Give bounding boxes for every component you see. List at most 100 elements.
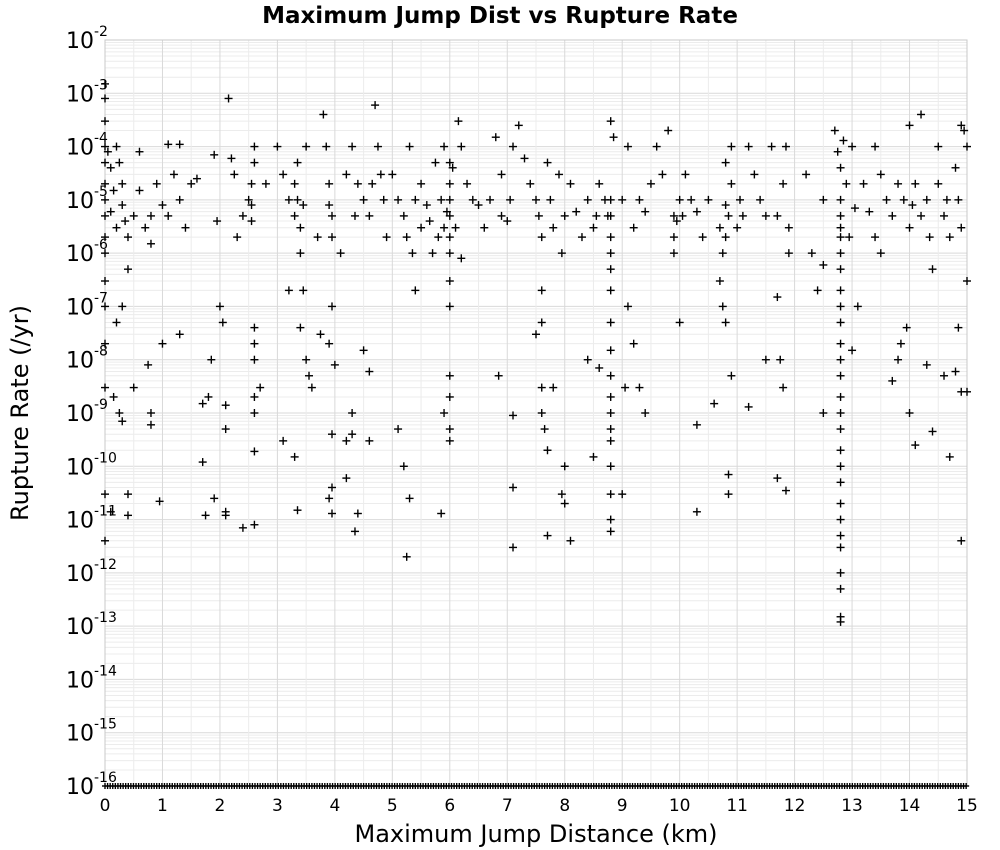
data-point [922, 195, 931, 204]
x-tick-label: 7 [502, 796, 513, 816]
data-point [227, 154, 236, 163]
data-point [210, 150, 219, 159]
data-point [896, 339, 905, 348]
data-point [250, 339, 259, 348]
data-point [221, 507, 230, 516]
data-point [221, 401, 230, 410]
data-point [293, 158, 302, 167]
data-point [152, 179, 161, 188]
y-tick-label: 10-6 [66, 237, 108, 267]
data-point [618, 195, 627, 204]
y-tick-label: 10-7 [66, 290, 108, 320]
data-point [911, 179, 920, 188]
data-point [767, 142, 776, 151]
data-point [371, 101, 380, 110]
data-point [963, 277, 971, 286]
data-point [934, 142, 943, 151]
data-point [322, 142, 331, 151]
data-point [509, 483, 518, 492]
data-point [146, 420, 155, 429]
data-point [514, 121, 523, 130]
data-point [327, 483, 336, 492]
data-point [698, 233, 707, 242]
data-point [316, 330, 325, 339]
data-point [520, 154, 529, 163]
data-point [669, 211, 678, 220]
data-point [348, 430, 357, 439]
data-point [123, 265, 132, 274]
data-point [101, 302, 109, 311]
data-point [819, 260, 828, 269]
data-point [146, 239, 155, 248]
data-point [606, 117, 615, 126]
data-point [744, 142, 753, 151]
data-point [250, 409, 259, 417]
data-point [350, 527, 359, 536]
data-point [106, 163, 115, 172]
data-point [342, 436, 351, 445]
x-axis-label: Maximum Jump Distance (km) [355, 820, 718, 848]
data-point [448, 163, 457, 172]
data-point [442, 207, 451, 216]
data-point [557, 490, 566, 499]
data-point [445, 436, 454, 445]
data-point [305, 371, 314, 380]
data-point [279, 170, 288, 179]
data-point [115, 158, 124, 167]
data-point [101, 536, 109, 545]
data-point [836, 462, 845, 471]
data-point [715, 277, 724, 286]
data-point [155, 497, 164, 506]
data-point [848, 346, 857, 355]
data-point [589, 452, 598, 461]
data-point [606, 346, 615, 355]
data-point [957, 536, 966, 545]
data-point [118, 179, 127, 188]
data-point [721, 233, 730, 242]
data-point [468, 195, 477, 204]
data-point [963, 142, 971, 151]
data-point [169, 170, 178, 179]
data-point [750, 170, 759, 179]
data-point [284, 195, 293, 204]
data-point [101, 158, 109, 167]
data-point [672, 217, 681, 226]
data-point [405, 142, 414, 151]
data-point [250, 392, 259, 401]
data-point [606, 515, 615, 524]
data-point [779, 179, 788, 188]
data-point [290, 211, 299, 220]
data-point [715, 223, 724, 232]
data-point [721, 201, 730, 210]
data-point [445, 249, 454, 258]
data-point [894, 179, 903, 188]
data-point [836, 584, 845, 593]
data-point [293, 506, 302, 515]
data-point [198, 399, 207, 408]
data-point [934, 179, 943, 188]
data-point [836, 302, 845, 311]
data-point [606, 211, 615, 220]
x-tick-label: 3 [272, 796, 283, 816]
data-point [871, 142, 880, 151]
data-point [353, 179, 362, 188]
data-point [537, 318, 546, 327]
data-point [621, 383, 630, 392]
data-point [928, 265, 937, 274]
data-point [836, 568, 845, 577]
x-tick-label: 11 [726, 796, 748, 816]
data-point [399, 462, 408, 471]
data-point [445, 233, 454, 242]
data-point [348, 142, 357, 151]
data-point [445, 302, 454, 311]
x-tick-labels: 0 1 2 3 4 5 6 7 8 9 10 11 12 13 14 15 [100, 796, 978, 816]
data-point [629, 339, 638, 348]
data-point [411, 195, 420, 204]
data-point [445, 179, 454, 188]
data-point [106, 207, 115, 216]
data-point [103, 147, 112, 156]
data-point [658, 170, 667, 179]
data-point [606, 286, 615, 295]
x-tick-label: 2 [215, 796, 226, 816]
data-point [503, 217, 512, 226]
